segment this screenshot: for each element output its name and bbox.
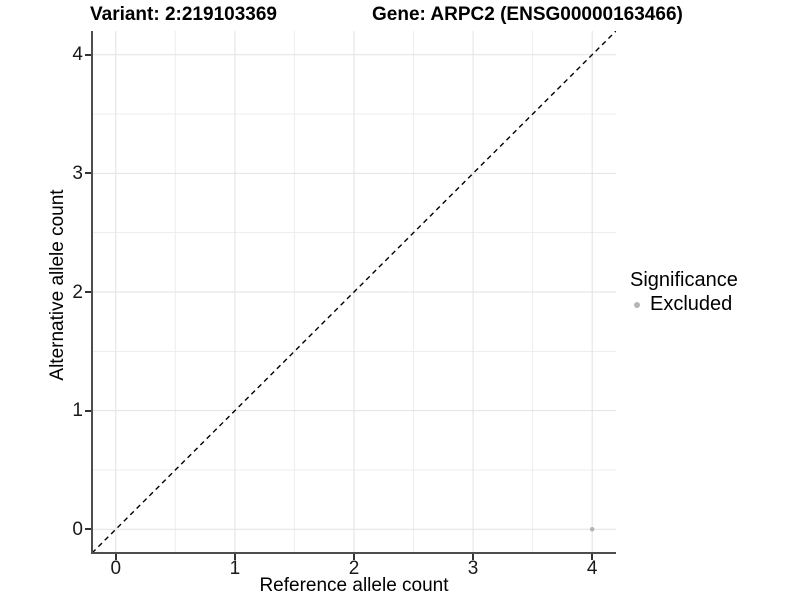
y-tick-mark: [85, 528, 91, 531]
legend-key-dot-icon: [634, 302, 640, 308]
data-point: [589, 526, 595, 532]
y-tick-label: 3: [72, 162, 83, 184]
legend-item-label: Excluded: [650, 293, 733, 315]
x-axis-title: Reference allele count: [259, 575, 449, 596]
x-tick-mark: [353, 554, 355, 560]
y-tick-mark: [85, 53, 91, 56]
x-tick-mark: [233, 554, 236, 560]
y-tick-mark: [85, 172, 91, 175]
gene-title: Gene: ARPC2 (ENSG00000163466): [372, 4, 683, 25]
x-tick-label: 3: [467, 558, 479, 579]
y-tick-label: 0: [72, 518, 83, 540]
legend-item-excluded: Excluded: [630, 293, 738, 315]
x-tick-label: 2: [348, 558, 360, 579]
y-tick-label: 4: [72, 44, 83, 66]
x-tick-label: 1: [229, 558, 241, 579]
x-tick-mark: [591, 554, 594, 560]
plot-panel: [92, 31, 616, 553]
x-tick-mark: [114, 554, 117, 560]
x-tick-label: 4: [586, 558, 598, 579]
legend: Significance Excluded: [630, 269, 738, 315]
x-tick-label: 0: [110, 558, 122, 579]
identity-dashed-line: [92, 31, 616, 553]
y-tick-mark: [85, 409, 91, 412]
y-axis-line: [91, 31, 93, 554]
variant-title: Variant: 2:219103369: [90, 4, 277, 25]
y-tick-label: 1: [72, 400, 83, 422]
panel-svg: [92, 31, 616, 553]
x-tick-mark: [472, 554, 475, 560]
y-tick-label: 2: [72, 281, 83, 303]
x-axis-line: [91, 552, 616, 554]
legend-title: Significance: [630, 269, 738, 291]
y-tick-mark: [85, 291, 91, 293]
